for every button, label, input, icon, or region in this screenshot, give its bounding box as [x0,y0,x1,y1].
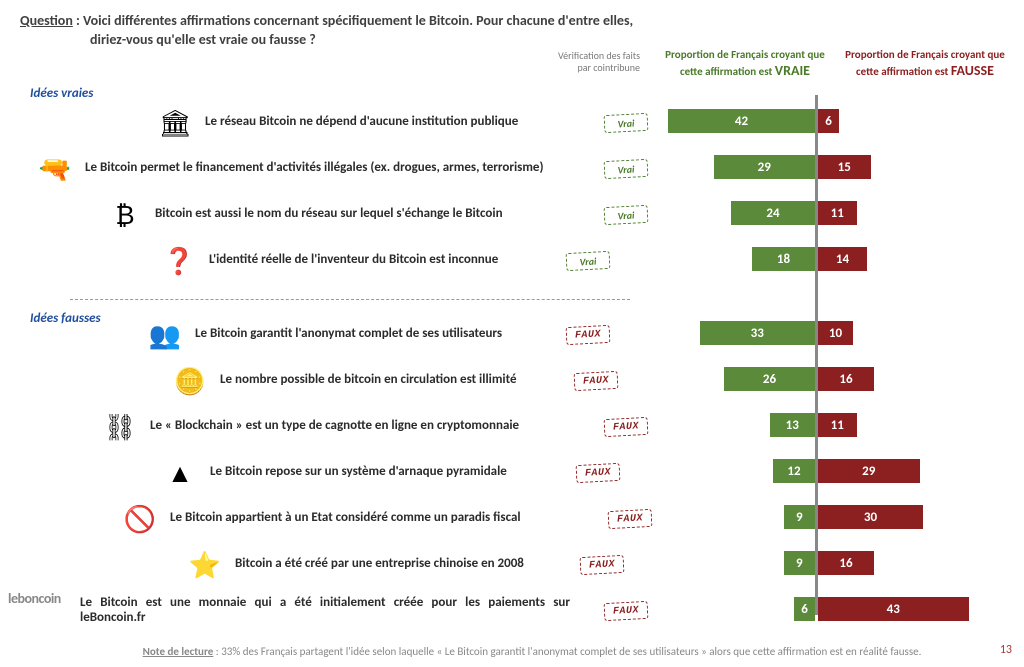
column-header-false: Proportion de Français croyant que cette… [840,48,1010,80]
statement-icon: ⭐ [180,549,230,581]
statement-row: ❓ L'identité réelle de l'inventeur du Bit… [0,238,640,283]
footnote-label: Note de lecture [143,645,214,658]
statement-icon: 🔫 [30,153,80,185]
statement-text: L'identité réelle de l'inventeur du Bitc… [209,253,549,268]
bar-false: 10 [818,321,853,345]
bar-false: 15 [818,155,871,179]
statement-text: Le nombre possible de bitcoin en circula… [220,373,560,388]
statement-row: ⭐ Bitcoin a été créé par une entreprise c… [0,542,640,587]
bar-false: 11 [818,201,857,225]
bar-true: 12 [773,459,815,483]
question-header: Question : Voici différentes affirmation… [20,12,1004,48]
statement-text: Le Bitcoin garantit l'anonymat complet d… [195,327,555,342]
footnote-text: : 33% des Français partagent l'idée selo… [213,645,921,658]
statement-icon: ⛓ [95,411,145,443]
stamp-vrai: Vrai [604,204,649,224]
verification-header: Vérification des faits par cointribune [550,50,640,74]
statement-icon: 🚫 [115,503,165,535]
bar-false: 14 [818,247,867,271]
bar-true: 6 [794,597,815,621]
question-label: Question [20,12,73,29]
bar-false: 29 [818,459,920,483]
question-line-1: Question : Voici différentes affirmation… [20,12,1004,29]
bar-true: 9 [784,551,816,575]
bar-false: 11 [818,413,857,437]
statement-text: Le Bitcoin repose sur un système d'arnaq… [210,465,560,480]
stamp-faux: FAUX [608,508,653,528]
section-label-true: Idées vraies [30,86,93,101]
statement-row: 🏛 Le réseau Bitcoin ne dépend d'aucune in… [0,100,640,145]
bar-false: 16 [818,367,874,391]
bar-true: 42 [668,109,815,133]
bar-true: 29 [714,155,816,179]
statement-row: 🪙 Le nombre possible de bitcoin en circul… [0,358,640,403]
stamp-faux: FAUX [566,324,611,344]
statement-text: Le Bitcoin appartient à un Etat considér… [170,511,590,526]
bar-true: 18 [752,247,815,271]
bar-false: 6 [818,109,839,133]
section-separator [70,299,630,300]
statement-icon: 🏛 [150,107,200,139]
section-label-false: Idées fausses [30,311,101,326]
statement-icon: ❓ [154,245,204,277]
stamp-faux: FAUX [604,600,649,620]
statement-row: ₿ Bitcoin est aussi le nom du réseau sur … [0,192,640,237]
stamp-faux: FAUX [576,462,621,482]
stamp-vrai: Vrai [566,250,611,270]
statement-row: Le Bitcoin est une monnaie qui a été ini… [0,588,640,633]
statement-row: 🚫 Le Bitcoin appartient à un Etat considé… [0,496,640,541]
question-text-1: : Voici différentes affirmations concern… [76,12,633,29]
stamp-faux: FAUX [574,370,619,390]
statement-icon: ▲ [155,457,205,489]
statement-text: Le Bitcoin permet le financement d'activ… [85,161,570,176]
footnote: Note de lecture : 33% des Français parta… [80,645,984,659]
column-header-true: Proportion de Français croyant que cette… [660,48,830,80]
stamp-vrai: Vrai [604,112,649,132]
stamp-faux: FAUX [604,416,649,436]
statement-text: Le Bitcoin est une monnaie qui a été ini… [80,596,570,626]
page-number: 13 [1000,643,1012,657]
bar-false: 43 [818,597,969,621]
statement-row: ⛓ Le « Blockchain » est un type de cagnot… [0,404,640,449]
stamp-faux: FAUX [580,554,625,574]
bar-false: 16 [818,551,874,575]
statement-text: Bitcoin est aussi le nom du réseau sur l… [155,207,570,222]
statement-icon: 🪙 [165,365,215,397]
statement-text: Le réseau Bitcoin ne dépend d'aucune ins… [205,115,565,130]
stamp-vrai: Vrai [604,158,649,178]
question-line-2: diriez-vous qu'elle est vraie ou fausse … [20,31,1004,48]
bar-true: 26 [724,367,815,391]
bar-true: 13 [770,413,816,437]
bar-true: 24 [731,201,815,225]
statement-icon: ₿ [100,199,150,231]
statement-text: Bitcoin a été créé par une entreprise ch… [235,557,565,572]
logo-leboncoin: leboncoin [8,590,61,607]
statement-row: 🔫 Le Bitcoin permet le financement d'acti… [0,146,640,191]
bar-true: 33 [700,321,816,345]
statement-row: ▲ Le Bitcoin repose sur un système d'arna… [0,450,640,495]
statement-text: Le « Blockchain » est un type de cagnott… [150,419,580,434]
bar-false: 30 [818,505,923,529]
statement-icon: 👥 [140,319,190,351]
bar-true: 9 [784,505,816,529]
